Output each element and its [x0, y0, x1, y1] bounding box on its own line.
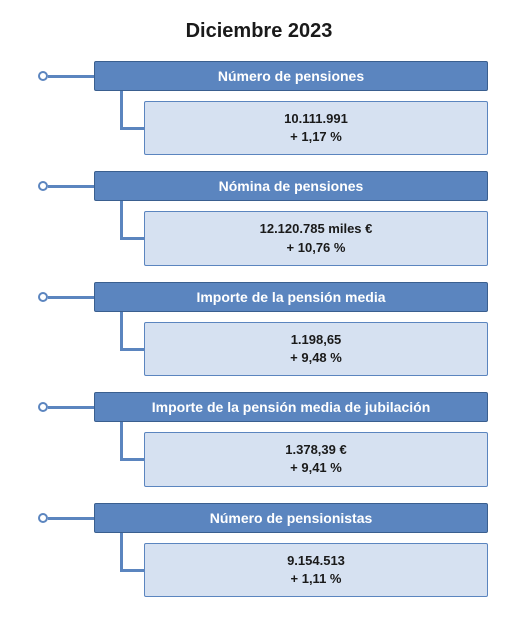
section-header: Nómina de pensiones	[94, 171, 488, 201]
section-header: Importe de la pensión media	[94, 282, 488, 312]
data-change: + 10,76 %	[153, 239, 479, 257]
bullet-icon	[38, 292, 48, 302]
data-change: + 9,41 %	[153, 459, 479, 477]
stat-section: Número de pensionistas 9.154.513+ 1,11 %	[30, 503, 488, 597]
data-change: + 1,11 %	[153, 570, 479, 588]
connector	[120, 533, 123, 571]
stat-section: Importe de la pensión media 1.198,65+ 9,4…	[30, 282, 488, 376]
connector	[120, 569, 144, 572]
connector	[48, 185, 94, 188]
connector	[48, 296, 94, 299]
bullet-icon	[38, 181, 48, 191]
page-title: Diciembre 2023	[30, 20, 488, 43]
section-data: 9.154.513+ 1,11 %	[144, 543, 488, 597]
data-value: 12.120.785 miles €	[153, 220, 479, 238]
connector	[48, 517, 94, 520]
data-change: + 1,17 %	[153, 128, 479, 146]
stat-section: Nómina de pensiones 12.120.785 miles €+ 1…	[30, 171, 488, 265]
connector	[120, 91, 123, 129]
sections-container: Número de pensiones 10.111.991+ 1,17 % Nóm…	[30, 61, 488, 597]
data-value: 1.198,65	[153, 331, 479, 349]
connector	[120, 237, 144, 240]
data-change: + 9,48 %	[153, 349, 479, 367]
connector	[120, 458, 144, 461]
section-data: 10.111.991+ 1,17 %	[144, 101, 488, 155]
stat-section: Número de pensiones 10.111.991+ 1,17 %	[30, 61, 488, 155]
connector	[48, 75, 94, 78]
connector	[120, 422, 123, 460]
data-value: 1.378,39 €	[153, 441, 479, 459]
bullet-icon	[38, 402, 48, 412]
connector	[120, 201, 123, 239]
section-data: 12.120.785 miles €+ 10,76 %	[144, 211, 488, 265]
bullet-icon	[38, 513, 48, 523]
connector	[120, 127, 144, 130]
section-header: Número de pensionistas	[94, 503, 488, 533]
bullet-icon	[38, 71, 48, 81]
section-header: Importe de la pensión media de jubilació…	[94, 392, 488, 422]
stat-section: Importe de la pensión media de jubilació…	[30, 392, 488, 486]
section-data: 1.198,65+ 9,48 %	[144, 322, 488, 376]
data-value: 10.111.991	[153, 110, 479, 128]
connector	[120, 348, 144, 351]
connector	[48, 406, 94, 409]
connector	[120, 312, 123, 350]
section-header: Número de pensiones	[94, 61, 488, 91]
section-data: 1.378,39 €+ 9,41 %	[144, 432, 488, 486]
data-value: 9.154.513	[153, 552, 479, 570]
